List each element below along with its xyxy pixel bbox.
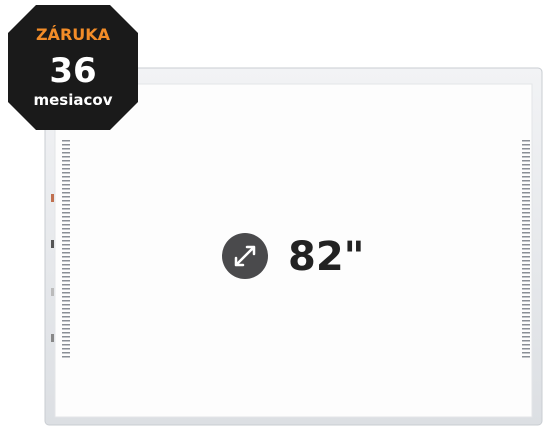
- indicator: [51, 334, 54, 342]
- warranty-badge: ZÁRUKA 36 mesiacov: [8, 5, 138, 130]
- size-icon: [222, 233, 268, 279]
- badge-unit: mesiacov: [34, 91, 113, 109]
- indicator: [51, 288, 54, 296]
- sensor-strip-right: [522, 140, 530, 360]
- size-label: 82": [288, 234, 365, 280]
- product-image: 82" ZÁRUKA 36 mesiacov: [0, 0, 544, 427]
- sensor-strip-left: [62, 140, 70, 360]
- page: 82" ZÁRUKA 36 mesiacov (() => { const da…: [0, 0, 544, 427]
- badge-number: 36: [49, 51, 96, 91]
- indicator: [51, 240, 54, 248]
- indicator: [51, 194, 54, 202]
- badge-label: ZÁRUKA: [36, 25, 111, 44]
